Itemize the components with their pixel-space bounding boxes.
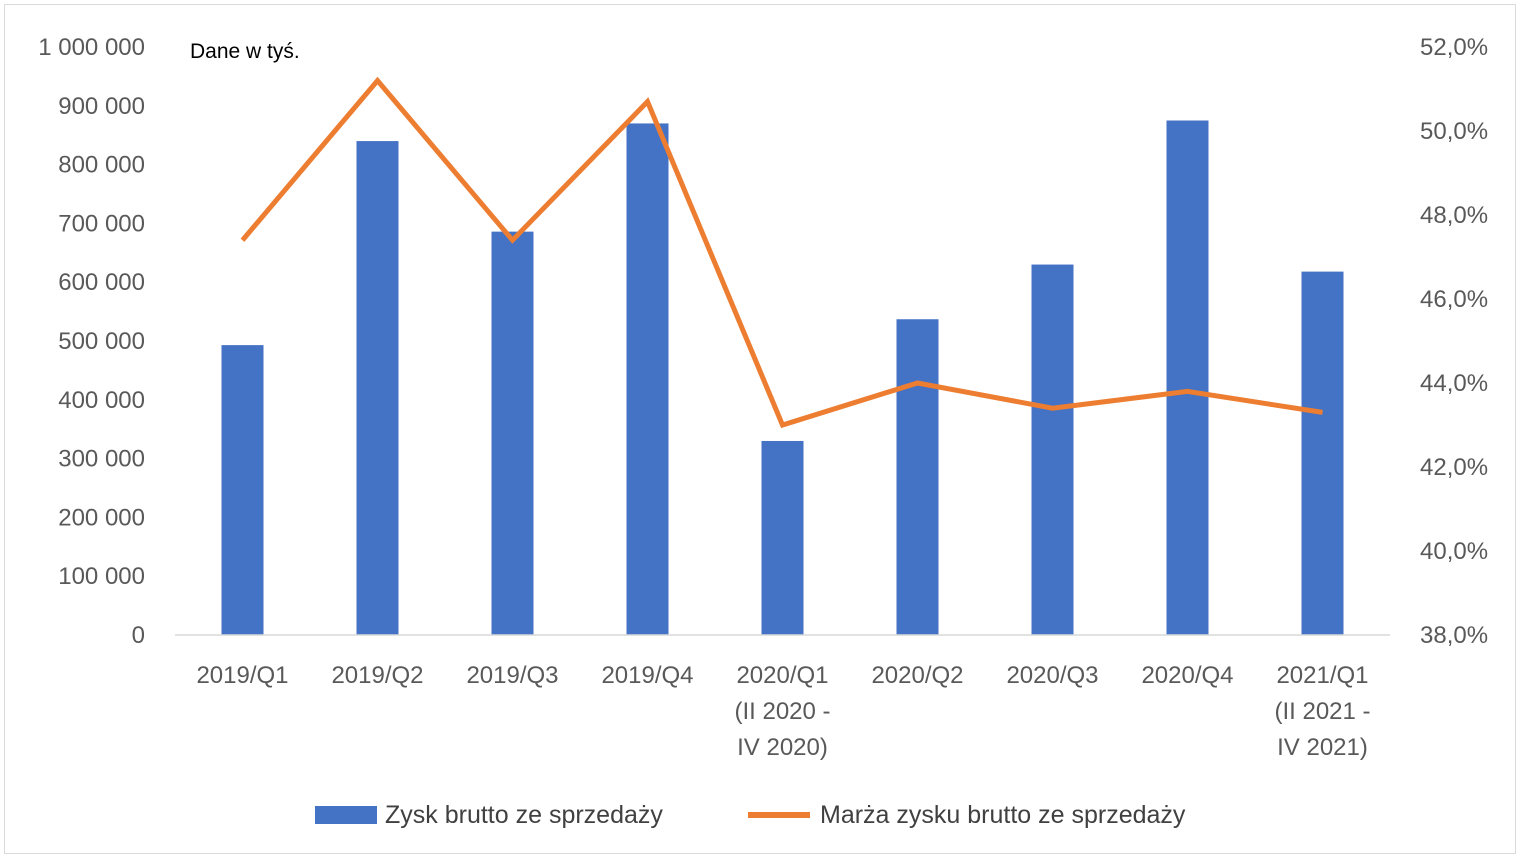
y-right-tick-label: 50,0% <box>1420 118 1488 145</box>
legend-line-label: Marża zysku brutto ze sprzedaży <box>820 800 1186 829</box>
y-right-tick-label: 42,0% <box>1420 454 1488 481</box>
legend-bar-swatch <box>315 806 377 824</box>
bar <box>626 123 669 635</box>
y-left-tick-label: 0 <box>132 622 145 649</box>
y-left-tick-label: 800 000 <box>58 152 145 179</box>
x-tick-label: 2020/Q4 <box>1141 662 1233 689</box>
y-right-tick-label: 38,0% <box>1420 622 1488 649</box>
bar <box>1031 264 1074 635</box>
y-left-tick-label: 200 000 <box>58 504 145 531</box>
units-note: Dane w tyś. <box>190 40 300 63</box>
y-left-tick-label: 900 000 <box>58 93 145 120</box>
y-right-tick-label: 48,0% <box>1420 202 1488 229</box>
y-right-tick-label: 44,0% <box>1420 370 1488 397</box>
bar <box>1166 120 1209 635</box>
y-right-tick-label: 46,0% <box>1420 286 1488 313</box>
x-tick-label: 2019/Q1 <box>196 662 288 689</box>
y-left-tick-label: 700 000 <box>58 210 145 237</box>
legend-bar-label: Zysk brutto ze sprzedaży <box>385 800 663 829</box>
x-tick-label: 2020/Q3 <box>1006 662 1098 689</box>
y-left-tick-label: 1 000 000 <box>38 34 145 61</box>
x-tick-label: 2021/Q1 <box>1276 662 1368 689</box>
y-right-tick-label: 52,0% <box>1420 34 1488 61</box>
y-left-tick-label: 600 000 <box>58 269 145 296</box>
bar <box>221 345 264 635</box>
y-right-tick-label: 40,0% <box>1420 538 1488 565</box>
x-tick-label: IV 2020) <box>737 734 828 761</box>
y-left-tick-label: 100 000 <box>58 563 145 590</box>
x-tick-label: (II 2020 - <box>734 698 830 725</box>
margin-line <box>240 76 1323 429</box>
x-tick-label: 2020/Q1 <box>736 662 828 689</box>
x-tick-label: 2019/Q3 <box>466 662 558 689</box>
bar <box>896 319 939 635</box>
x-tick-label: IV 2021) <box>1277 734 1368 761</box>
bar <box>491 231 534 635</box>
bar <box>761 440 804 635</box>
x-tick-label: 2019/Q4 <box>601 662 693 689</box>
x-tick-label: (II 2021 - <box>1274 698 1370 725</box>
bar <box>356 141 399 635</box>
bar <box>1301 271 1344 635</box>
legend-line-swatch <box>748 812 810 818</box>
legend-item-line: Marża zysku brutto ze sprzedaży <box>748 800 1185 830</box>
y-left-tick-label: 400 000 <box>58 387 145 414</box>
y-left-tick-label: 500 000 <box>58 328 145 355</box>
y-left-tick-label: 300 000 <box>58 446 145 473</box>
x-tick-label: 2019/Q2 <box>331 662 423 689</box>
chart-frame <box>4 4 1516 854</box>
x-tick-label: 2020/Q2 <box>871 662 963 689</box>
legend-item-bars: Zysk brutto ze sprzedaży <box>315 800 663 830</box>
